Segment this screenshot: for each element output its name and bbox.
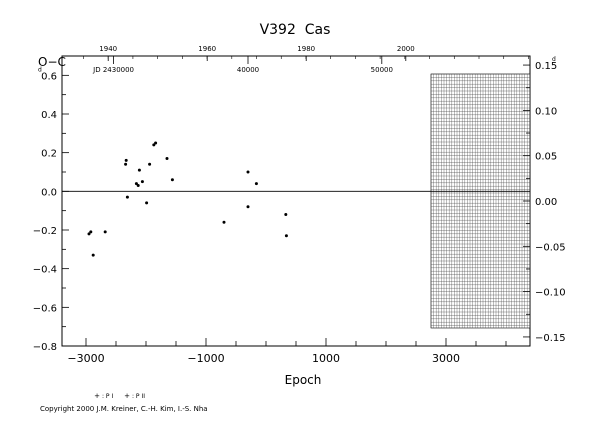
data-point — [89, 230, 93, 234]
y-right-tick-label: 0.00 — [535, 197, 557, 208]
data-point — [136, 184, 140, 188]
y-right-tick-label: 0.05 — [535, 152, 557, 163]
data-point — [87, 232, 91, 236]
data-point — [145, 201, 149, 205]
legend: +: P I +: P II — [94, 392, 145, 400]
x-tick-label: −3000 — [67, 352, 104, 365]
y-tick-label: −0.4 — [33, 265, 57, 276]
y-tick-label: 0.4 — [41, 110, 57, 121]
data-point — [124, 158, 128, 162]
year-tick-label: 2000 — [397, 45, 415, 53]
jd-tick-label: JD 2430000 — [92, 66, 134, 74]
axis-tick-labels: −3000 −1000 1000 3000 1940 1960 1980 2000 JD 243… — [33, 45, 566, 365]
y-tick-label: −0.2 — [33, 226, 57, 237]
data-point — [125, 195, 129, 199]
jd-tick-label: 40000 — [237, 66, 259, 74]
data-point — [222, 220, 226, 224]
data-point — [170, 178, 174, 182]
y-tick-label: −0.6 — [33, 303, 57, 314]
y-right-tick-label: 0.15 — [535, 61, 557, 72]
x-tick-label: 3000 — [432, 352, 460, 365]
data-point — [124, 162, 128, 166]
y-tick-label: 0.0 — [41, 187, 57, 198]
y-right-tick-label: −0.10 — [535, 288, 566, 299]
data-point — [91, 253, 95, 257]
legend-marker: + — [124, 392, 130, 400]
data-point — [154, 141, 158, 145]
data-point — [137, 168, 141, 172]
data-point — [254, 182, 258, 186]
x-axis-label: Epoch — [285, 373, 322, 387]
data-point — [165, 156, 169, 160]
year-tick-label: 1940 — [99, 45, 117, 53]
copyright-notice: Copyright 2000 J.M. Kreiner, C.-H. Kim, … — [40, 405, 208, 413]
legend-marker: + — [94, 392, 100, 400]
y-right-tick-label: −0.15 — [535, 333, 566, 344]
unit-mark-left: d — [38, 66, 42, 73]
data-point — [152, 143, 156, 147]
data-point — [284, 234, 288, 238]
data-point — [140, 180, 144, 184]
year-tick-label: 1960 — [198, 45, 216, 53]
unit-mark-right: d — [552, 56, 556, 63]
plot-frame — [61, 55, 531, 347]
data-point — [246, 170, 250, 174]
axis-ticks — [62, 55, 530, 347]
legend-label: : P I — [102, 393, 113, 400]
x-tick-label: 1000 — [312, 352, 340, 365]
y-right-tick-label: 0.10 — [535, 106, 557, 117]
y-tick-label: 0.2 — [41, 149, 57, 160]
data-point — [284, 213, 288, 217]
jd-tick-label: 50000 — [371, 66, 393, 74]
y-right-tick-label: −0.05 — [535, 242, 566, 253]
chart-title: V392 Cas — [260, 22, 331, 38]
data-points — [87, 141, 288, 257]
y-tick-label: 0.6 — [41, 71, 57, 82]
data-point — [134, 182, 138, 186]
x-tick-label: −1000 — [187, 352, 224, 365]
data-point — [103, 230, 107, 234]
future-region-grid — [430, 73, 531, 329]
data-point — [148, 162, 152, 166]
year-tick-label: 1980 — [297, 45, 315, 53]
y-axis-label: O−C — [38, 55, 66, 69]
data-point — [246, 205, 250, 209]
y-tick-label: −0.8 — [33, 342, 57, 353]
legend-label: : P II — [132, 393, 145, 400]
